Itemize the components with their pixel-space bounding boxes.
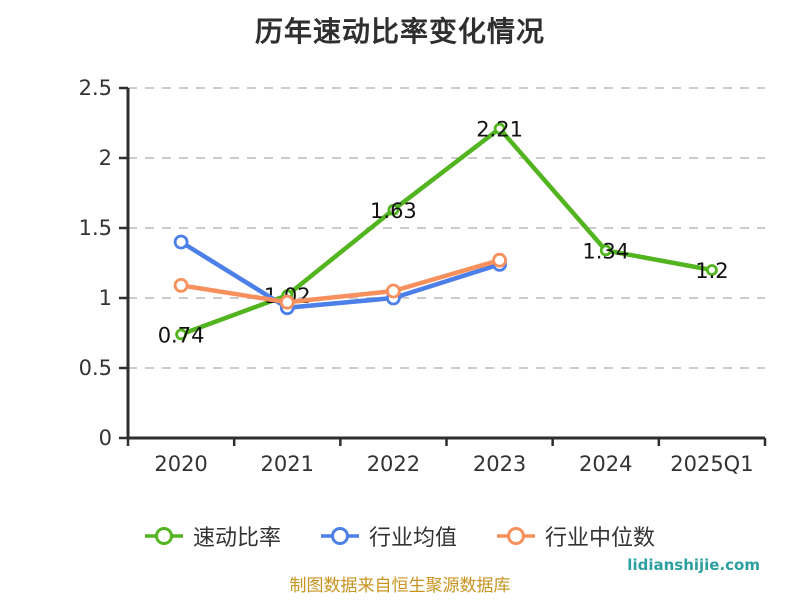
legend-marker-icon	[497, 527, 535, 545]
data-point-industry_avg[interactable]	[173, 234, 189, 250]
legend-marker-icon	[144, 527, 183, 545]
data-label-quick_ratio: 1.63	[370, 199, 417, 223]
y-tick-label: 1	[99, 286, 112, 310]
y-tick-label: 2.5	[79, 76, 112, 100]
watermark-link[interactable]: lidianshijie.com	[627, 556, 760, 574]
data-label-quick_ratio: 0.74	[158, 323, 205, 347]
x-axis-label: 2025Q1	[670, 452, 753, 476]
data-label-quick_ratio: 1.2	[695, 259, 728, 283]
series-line-quick_ratio	[178, 126, 715, 337]
legend-label: 行业均值	[368, 526, 457, 551]
y-tick-label: 1.5	[79, 216, 112, 240]
x-axis-label: 2020	[154, 452, 207, 476]
data-point-quick_ratio[interactable]	[706, 264, 718, 276]
y-tick-label: 2	[99, 146, 112, 170]
data-point-industry_median[interactable]	[386, 283, 401, 299]
legend-marker-icon	[320, 527, 359, 545]
data-point-industry_median[interactable]	[492, 252, 507, 268]
x-axis-label: 2023	[473, 452, 526, 476]
series-line-industry_median	[178, 257, 502, 305]
legend-label: 速动比率	[192, 526, 281, 551]
data-point-industry_median[interactable]	[279, 294, 295, 310]
x-axis-label: 2021	[261, 452, 314, 476]
chart-title: 历年速动比率变化情况	[254, 15, 545, 48]
legend-item-quick-ratio[interactable]: 速动比率	[144, 520, 281, 552]
data-label-quick_ratio: 2.21	[476, 118, 523, 142]
data-point-quick_ratio[interactable]	[387, 203, 400, 216]
legend-label: 行业中位数	[545, 526, 656, 551]
x-axis-label: 2024	[579, 452, 632, 476]
x-axis-label: 2022	[367, 452, 420, 476]
line-chart: 0 0.5 1 1.5 2 2.5 2020 2021 2022 2023 2024 2025Q1 0.…	[79, 76, 767, 476]
data-point-industry_median[interactable]	[173, 277, 189, 293]
legend-item-industry-median[interactable]: 行业中位数	[497, 520, 655, 552]
y-tick-label: 0	[99, 426, 112, 450]
y-tick-label: 0.5	[79, 356, 112, 380]
source-note: 制图数据来自恒生聚源数据库	[289, 576, 511, 596]
chart-legend: 速动比率 行业均值 行业中位数	[0, 520, 800, 552]
series-line-industry_avg	[178, 239, 502, 311]
legend-item-industry-avg[interactable]: 行业均值	[320, 520, 457, 552]
data-point-quick_ratio[interactable]	[175, 328, 187, 341]
data-label-quick_ratio: 1.34	[582, 239, 629, 263]
data-point-quick_ratio[interactable]	[599, 244, 612, 257]
data-point-quick_ratio[interactable]	[493, 122, 506, 135]
